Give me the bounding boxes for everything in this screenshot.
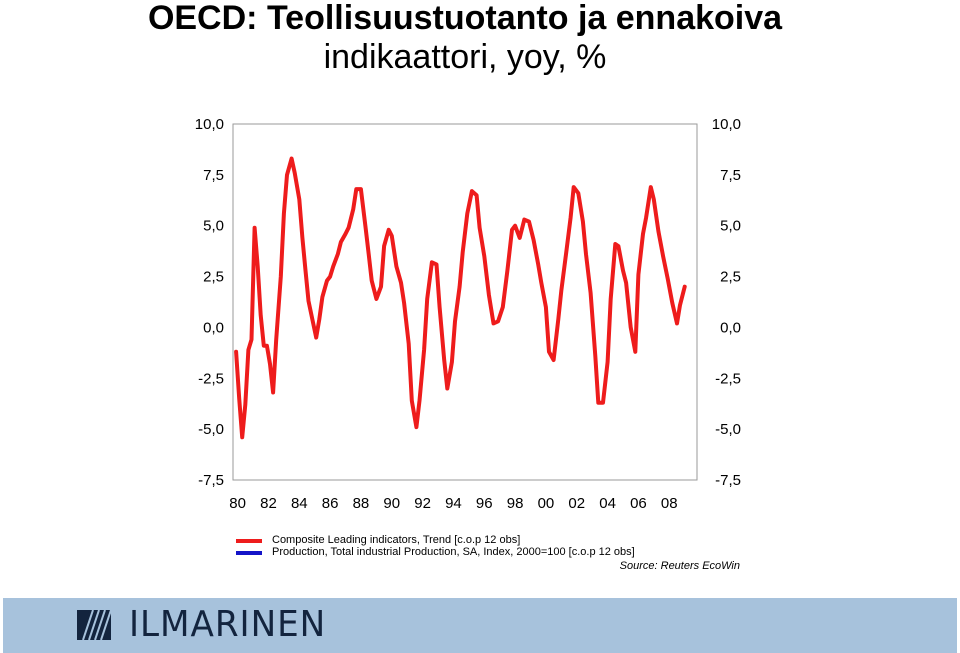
x-tick-label: 88	[353, 495, 370, 512]
logo-wordmark: ILMARINEN	[129, 604, 327, 645]
legend-swatch-blue	[236, 551, 262, 555]
y-tick-label-left: 10,0	[195, 116, 224, 133]
x-tick-label: 98	[507, 495, 524, 512]
series-layer	[234, 156, 687, 440]
x-tick-label: 94	[445, 495, 462, 512]
x-tick-label: 92	[414, 495, 431, 512]
x-axis: 80 82 84 86 88 90 92 94 96 98 00 02 04 06 08	[229, 495, 677, 512]
x-tick-label: 04	[599, 495, 616, 512]
y-tick-label-left: -7,5	[198, 472, 224, 489]
y-tick-label-left: 7,5	[203, 167, 224, 184]
chart-title-line1: OECD: Teollisuustuotanto ja ennakoiva	[147, 0, 783, 37]
x-tick-label: 84	[291, 495, 308, 512]
y-tick-label-left: -2,5	[198, 370, 224, 387]
x-tick-label: 86	[322, 495, 339, 512]
x-tick-label: 96	[476, 495, 493, 512]
footer-bar: ILMARINEN	[3, 598, 957, 653]
x-tick-label: 02	[568, 495, 585, 512]
y-axis-right: 10,0 7,5 5,0 2,5 0,0 -2,5 -5,0 -7,5	[712, 116, 741, 489]
source-note: Source: Reuters EcoWin	[619, 560, 740, 572]
y-tick-label-right: 10,0	[712, 116, 741, 133]
x-tick-label: 08	[661, 495, 678, 512]
y-tick-label-left: -5,0	[198, 421, 224, 438]
y-tick-label-left: 0,0	[203, 319, 224, 336]
legend-swatch-red	[236, 539, 262, 543]
y-axis-left: 10,0 7,5 5,0 2,5 0,0 -2,5 -5,0 -7,5	[195, 116, 224, 489]
y-tick-label-right: 0,0	[720, 319, 741, 336]
x-tick-label: 82	[260, 495, 277, 512]
chart-title-line2: indikaattori, yoy, %	[323, 38, 607, 76]
legend-label-blue: Production, Total industrial Production,…	[272, 546, 635, 558]
y-tick-label-right: 7,5	[720, 167, 741, 184]
y-tick-label-right: -5,0	[715, 421, 741, 438]
y-tick-label-right: -2,5	[715, 370, 741, 387]
x-tick-label: 00	[538, 495, 555, 512]
y-tick-label-right: -7,5	[715, 472, 741, 489]
y-tick-label-right: 2,5	[720, 269, 741, 286]
legend-label-red: Composite Leading indicators, Trend [c.o…	[272, 534, 521, 546]
y-tick-label-right: 5,0	[720, 218, 741, 235]
y-tick-label-left: 5,0	[203, 218, 224, 235]
x-tick-label: 06	[630, 495, 647, 512]
series-line-red	[234, 156, 687, 440]
ilmarinen-logo-icon	[77, 610, 111, 640]
y-tick-label-left: 2,5	[203, 269, 224, 286]
line-chart: 10,0 7,5 5,0 2,5 0,0 -2,5 -5,0 -7,5 10,0 7,5 5,0 2…	[195, 116, 741, 512]
x-tick-label: 90	[383, 495, 400, 512]
x-tick-label: 80	[229, 495, 246, 512]
plot-area-frame	[232, 123, 698, 481]
